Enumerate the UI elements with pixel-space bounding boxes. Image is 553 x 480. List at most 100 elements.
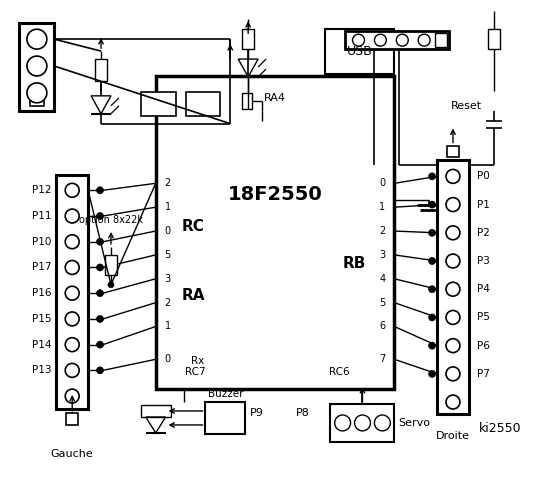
Circle shape bbox=[65, 261, 79, 275]
Circle shape bbox=[429, 229, 436, 236]
Text: P8: P8 bbox=[296, 408, 310, 418]
Text: P14: P14 bbox=[32, 340, 51, 349]
Circle shape bbox=[374, 415, 390, 431]
Text: 3: 3 bbox=[165, 274, 171, 284]
Circle shape bbox=[97, 315, 103, 323]
Text: RC6: RC6 bbox=[330, 367, 350, 377]
Circle shape bbox=[108, 282, 114, 288]
Text: Droite: Droite bbox=[436, 431, 470, 441]
Text: P2: P2 bbox=[477, 228, 490, 238]
Text: P7: P7 bbox=[477, 369, 490, 379]
Circle shape bbox=[446, 226, 460, 240]
Text: P0: P0 bbox=[477, 171, 489, 181]
Circle shape bbox=[374, 34, 387, 46]
Circle shape bbox=[65, 338, 79, 352]
Circle shape bbox=[446, 395, 460, 409]
Circle shape bbox=[446, 169, 460, 183]
Bar bbox=[242, 29, 254, 49]
Circle shape bbox=[97, 341, 103, 348]
Circle shape bbox=[97, 264, 103, 271]
Text: P11: P11 bbox=[32, 211, 51, 221]
Circle shape bbox=[446, 339, 460, 353]
Circle shape bbox=[429, 286, 436, 293]
Text: 2: 2 bbox=[165, 179, 171, 188]
Bar bbox=[95, 59, 107, 81]
Circle shape bbox=[446, 254, 460, 268]
Circle shape bbox=[446, 198, 460, 212]
Circle shape bbox=[353, 34, 364, 46]
Circle shape bbox=[65, 389, 79, 403]
Circle shape bbox=[27, 29, 47, 49]
Text: ki2550: ki2550 bbox=[479, 422, 521, 435]
Text: P15: P15 bbox=[32, 314, 51, 324]
Circle shape bbox=[65, 183, 79, 197]
Bar bbox=[30, 92, 44, 106]
Circle shape bbox=[27, 83, 47, 103]
Bar bbox=[156, 76, 394, 389]
Bar bbox=[437, 160, 469, 414]
Text: 7: 7 bbox=[379, 354, 385, 364]
Bar bbox=[488, 29, 500, 49]
Text: 0: 0 bbox=[165, 226, 171, 236]
Circle shape bbox=[97, 367, 103, 374]
Text: 0: 0 bbox=[165, 354, 171, 364]
Circle shape bbox=[446, 311, 460, 324]
Circle shape bbox=[97, 290, 103, 297]
Circle shape bbox=[429, 371, 436, 377]
Bar bbox=[325, 29, 394, 74]
Text: 1: 1 bbox=[165, 322, 171, 332]
Bar bbox=[56, 175, 88, 409]
Circle shape bbox=[65, 286, 79, 300]
Circle shape bbox=[446, 282, 460, 296]
Circle shape bbox=[97, 213, 103, 219]
Bar bbox=[242, 93, 252, 109]
Bar bbox=[141, 92, 176, 116]
Text: P16: P16 bbox=[32, 288, 51, 298]
Circle shape bbox=[65, 363, 79, 377]
Text: 2: 2 bbox=[379, 226, 385, 236]
Text: 1: 1 bbox=[379, 202, 385, 212]
Circle shape bbox=[397, 34, 408, 46]
Circle shape bbox=[429, 258, 436, 264]
Text: P12: P12 bbox=[32, 185, 51, 195]
Text: Buzzer: Buzzer bbox=[207, 389, 243, 399]
Bar bbox=[345, 31, 449, 49]
Text: RA4: RA4 bbox=[264, 93, 286, 103]
Circle shape bbox=[97, 187, 103, 194]
Text: RC: RC bbox=[182, 219, 205, 234]
Text: P17: P17 bbox=[32, 263, 51, 273]
Circle shape bbox=[446, 367, 460, 381]
Text: option 8x22k: option 8x22k bbox=[79, 215, 143, 225]
Text: 5: 5 bbox=[379, 298, 385, 308]
Text: Rx: Rx bbox=[191, 356, 204, 366]
Circle shape bbox=[429, 342, 436, 349]
Text: P3: P3 bbox=[477, 256, 490, 266]
Text: RA: RA bbox=[182, 288, 205, 303]
Bar bbox=[330, 404, 394, 442]
Bar bbox=[447, 145, 459, 157]
Text: USB: USB bbox=[347, 45, 372, 58]
Text: P1: P1 bbox=[477, 200, 490, 210]
Bar bbox=[141, 405, 171, 417]
Text: 18F2550: 18F2550 bbox=[228, 185, 322, 204]
Text: P10: P10 bbox=[32, 237, 51, 247]
Text: Servo: Servo bbox=[398, 418, 430, 428]
Text: 5: 5 bbox=[165, 250, 171, 260]
Circle shape bbox=[65, 312, 79, 326]
Text: 3: 3 bbox=[379, 250, 385, 260]
Bar bbox=[66, 413, 78, 425]
Text: RB: RB bbox=[343, 256, 366, 271]
Text: P6: P6 bbox=[477, 341, 490, 350]
Bar bbox=[435, 33, 447, 47]
Text: 6: 6 bbox=[379, 322, 385, 332]
Text: P4: P4 bbox=[477, 284, 490, 294]
Text: P9: P9 bbox=[250, 408, 264, 418]
Text: 4: 4 bbox=[379, 274, 385, 284]
Text: 2: 2 bbox=[165, 298, 171, 308]
Text: 0: 0 bbox=[379, 179, 385, 188]
Circle shape bbox=[418, 34, 430, 46]
Circle shape bbox=[27, 56, 47, 76]
Circle shape bbox=[65, 209, 79, 223]
Text: 1: 1 bbox=[165, 202, 171, 212]
Bar bbox=[185, 92, 220, 116]
